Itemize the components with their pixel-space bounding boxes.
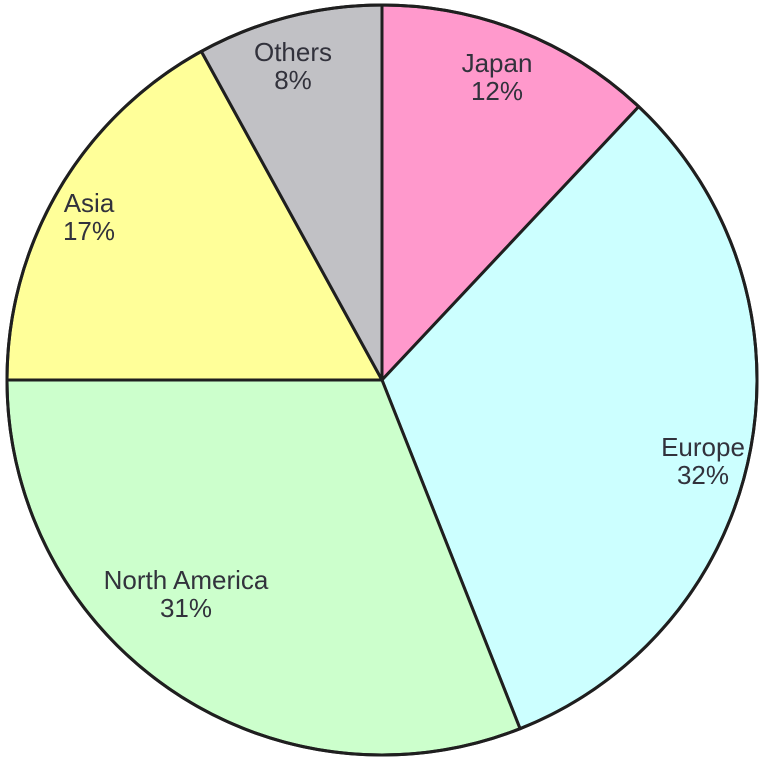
pie-outline	[5, 3, 759, 757]
